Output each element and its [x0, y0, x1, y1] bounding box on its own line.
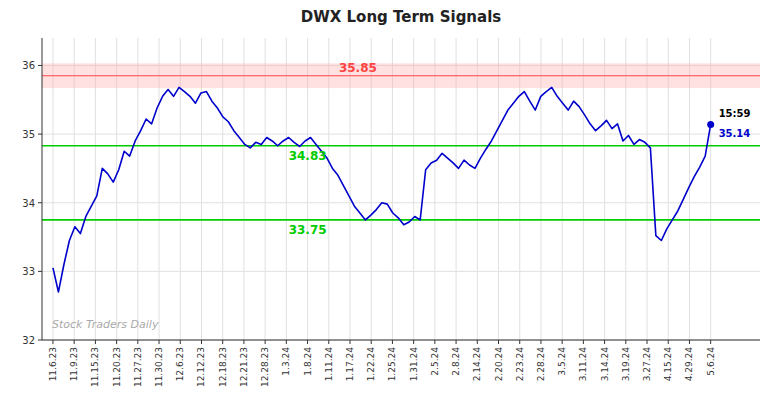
x-tick-label: 12.6.23	[175, 347, 185, 381]
x-tick-label: 1.11.24	[324, 347, 334, 382]
y-tick-label: 35	[22, 129, 35, 140]
x-tick	[583, 340, 584, 344]
x-tick-label: 2.20.24	[494, 347, 504, 382]
y-tick	[38, 134, 42, 135]
x-tick-label: 1.3.24	[281, 347, 291, 376]
plot-area	[42, 63, 760, 292]
x-tick-label: 4.29.24	[684, 347, 694, 382]
x-tick-label: 3.11.24	[578, 347, 588, 382]
x-tick-label: 2.23.24	[515, 347, 525, 382]
x-tick	[74, 340, 75, 344]
x-tick	[647, 340, 648, 344]
x-tick	[286, 340, 287, 344]
x-tick	[116, 340, 117, 344]
x-tick	[243, 340, 244, 344]
x-tick-label: 1.17.24	[345, 347, 355, 382]
x-tick	[477, 340, 478, 344]
y-tick	[38, 202, 42, 203]
x-tick-label: 2.5.24	[430, 347, 440, 376]
x-tick-label: 11.27.23	[133, 347, 143, 387]
y-tick	[38, 271, 42, 272]
resistance-band	[42, 63, 760, 88]
x-tick-label: 11.9.23	[69, 347, 79, 381]
support-label: 33.75	[289, 223, 327, 237]
x-tick-label: 11.20.23	[112, 347, 122, 387]
x-tick-label: 1.8.24	[303, 347, 313, 376]
x-tick-label: 3.5.24	[557, 347, 567, 376]
x-tick	[307, 340, 308, 344]
support-line	[42, 145, 760, 147]
x-tick	[95, 340, 96, 344]
y-grid-line	[42, 134, 760, 135]
x-tick-label: 12.18.23	[218, 347, 228, 387]
x-tick	[201, 340, 202, 344]
y-tick-label: 33	[22, 266, 35, 277]
x-tick-label: 3.19.24	[621, 347, 631, 382]
y-tick	[38, 65, 42, 66]
price-line	[53, 87, 711, 292]
y-grid-line	[42, 271, 760, 272]
x-tick-label: 1.22.24	[366, 347, 376, 382]
x-tick	[625, 340, 626, 344]
x-tick	[137, 340, 138, 344]
x-tick	[222, 340, 223, 344]
x-tick	[498, 340, 499, 344]
x-tick-label: 2.8.24	[451, 347, 461, 376]
x-tick	[392, 340, 393, 344]
chart: DWX Long Term Signals Stock Traders Daily…	[0, 0, 784, 398]
x-tick	[562, 340, 563, 344]
x-tick	[604, 340, 605, 344]
x-tick	[159, 340, 160, 344]
x-tick	[540, 340, 541, 344]
x-tick	[265, 340, 266, 344]
support-label: 34.83	[289, 149, 327, 163]
x-tick	[668, 340, 669, 344]
x-tick	[689, 340, 690, 344]
x-tick	[710, 340, 711, 344]
title: DWX Long Term Signals	[301, 8, 502, 26]
x-tick-label: 1.31.24	[409, 347, 419, 382]
x-tick	[519, 340, 520, 344]
x-tick-label: 5.6.24	[706, 347, 716, 376]
x-tick-label: 1.25.24	[387, 347, 397, 382]
last-time-label: 15:59	[719, 108, 751, 119]
x-tick-label: 11.6.23	[48, 347, 58, 381]
y-tick	[38, 340, 42, 341]
x-tick-label: 2.28.24	[536, 347, 546, 382]
x-tick	[52, 340, 53, 344]
resistance-label: 35.85	[339, 61, 377, 75]
y-grid-line	[42, 202, 760, 203]
last-price-label: 35.14	[719, 128, 751, 139]
resistance-line	[42, 75, 760, 76]
x-tick-label: 12.12.23	[196, 347, 206, 387]
x-tick-label: 3.27.24	[642, 347, 652, 382]
y-axis-line	[42, 38, 43, 340]
x-tick-label: 12.28.23	[260, 347, 270, 387]
watermark: Stock Traders Daily	[52, 318, 159, 331]
x-tick	[434, 340, 435, 344]
x-tick	[349, 340, 350, 344]
y-tick-label: 32	[22, 335, 35, 346]
x-tick	[413, 340, 414, 344]
x-tick-label: 2.14.24	[472, 347, 482, 382]
x-axis-line	[42, 339, 760, 340]
x-tick	[180, 340, 181, 344]
x-tick-label: 12.21.23	[239, 347, 249, 387]
x-tick	[371, 340, 372, 344]
last-point	[707, 121, 714, 128]
x-tick-label: 11.15.23	[90, 347, 100, 387]
x-tick-label: 11.30.23	[154, 347, 164, 387]
x-tick	[328, 340, 329, 344]
x-tick-label: 4.15.24	[663, 347, 673, 382]
grid	[42, 38, 760, 340]
y-tick-label: 36	[22, 60, 35, 71]
x-tick-label: 3.14.24	[600, 347, 610, 382]
y-grid-line	[42, 340, 760, 341]
y-tick-label: 34	[22, 198, 35, 209]
x-tick	[456, 340, 457, 344]
